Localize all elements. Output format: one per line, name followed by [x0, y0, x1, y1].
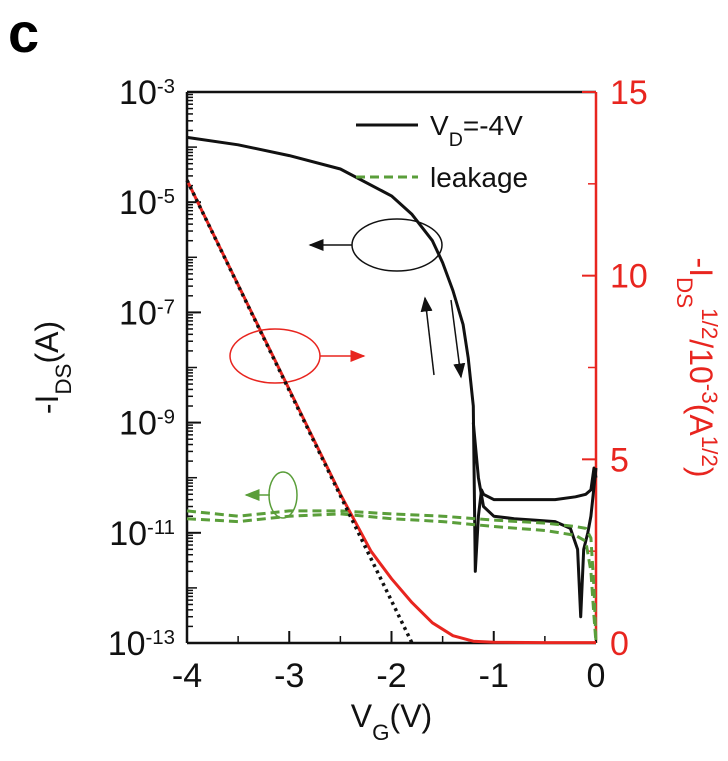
- y2-axis-label-part: ): [683, 467, 719, 478]
- y-tick-exp: -13: [146, 627, 175, 649]
- ellipse: [351, 218, 443, 272]
- y-tick-base: 10: [119, 405, 157, 443]
- panel-label: c: [8, 1, 39, 64]
- annotations: [229, 218, 466, 519]
- y2-axis-label-part: 1/2: [698, 436, 723, 467]
- y-axis-label-part: -I: [29, 395, 65, 415]
- y-axis-label-part: DS: [51, 364, 76, 395]
- legend-label: VD=-4V: [430, 110, 523, 151]
- y2-tick-label: 5: [610, 441, 629, 479]
- y-tick-label: 10-5: [119, 184, 175, 222]
- x-axis-label-part: V: [351, 698, 373, 734]
- y-tick-exp: -3: [157, 76, 175, 98]
- y2-tick-label: 10: [610, 258, 648, 296]
- legend-label-part: D: [449, 129, 463, 151]
- series-line: [185, 179, 414, 644]
- y-tick-exp: -11: [147, 517, 175, 539]
- series-line: [185, 179, 596, 645]
- x-axis-label-part: G: [372, 720, 389, 745]
- legend-label-part: leakage: [430, 162, 528, 193]
- y2-axis-label-part: -3: [698, 384, 723, 404]
- y2-axis-label-part: (A: [683, 404, 719, 437]
- y-tick-label: 10-7: [119, 294, 175, 332]
- y-tick-label: 10-3: [119, 74, 175, 112]
- legend-label: leakage: [430, 162, 528, 193]
- y-tick-base: 10: [119, 294, 157, 332]
- y2-tick-label: 0: [610, 625, 629, 663]
- x-tick-label: -2: [376, 657, 406, 695]
- legend-label-part: =-4V: [463, 110, 523, 141]
- y-axis-label: -IDS(A): [29, 321, 76, 414]
- y-tick-base: 10: [108, 625, 146, 663]
- ellipse: [229, 328, 321, 384]
- y-tick-base: 10: [109, 515, 147, 553]
- y-tick-exp: -9: [157, 407, 175, 429]
- series-line: [186, 509, 598, 644]
- x-tick-label: 0: [587, 657, 606, 695]
- series-line: [471, 422, 598, 619]
- y-tick-exp: -7: [157, 296, 175, 318]
- x-axis-label: VG(V): [351, 698, 432, 745]
- series-line: [186, 512, 598, 644]
- y2-axis-label-part: 1/2: [698, 308, 723, 339]
- y-axis-label-part: (A): [29, 321, 65, 364]
- y2-tick-label: 15: [610, 74, 648, 112]
- y-tick-base: 10: [119, 184, 157, 222]
- x-tick-label: -4: [172, 657, 202, 695]
- x-tick-label: -3: [274, 657, 304, 695]
- series-line: [186, 135, 598, 573]
- legend-label-part: V: [430, 110, 449, 141]
- y2-axis-label-part: -I: [683, 258, 719, 278]
- y2-axis-label-part: /10: [683, 339, 719, 383]
- y-tick-exp: -5: [157, 186, 175, 208]
- y-tick-label: 10-13: [108, 625, 175, 663]
- y-tick-label: 10-11: [109, 515, 175, 553]
- arrow: [420, 296, 435, 376]
- y2-axis-label-part: DS: [673, 277, 698, 308]
- x-axis-label-part: (V): [390, 698, 433, 734]
- x-tick-label: -1: [479, 657, 509, 695]
- y-tick-base: 10: [119, 74, 157, 112]
- y-tick-label: 10-9: [119, 405, 175, 443]
- arrow: [450, 299, 466, 379]
- y2-axis-label: -IDS1/2/10-3(A1/2): [673, 258, 723, 478]
